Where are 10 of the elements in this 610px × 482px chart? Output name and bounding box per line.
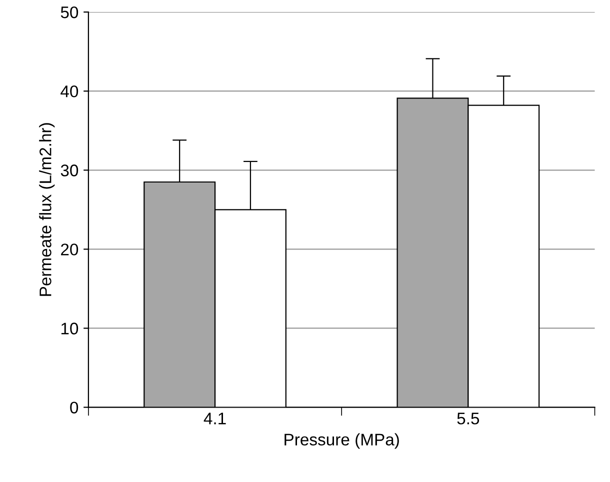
y-tick-label: 50 <box>60 6 78 18</box>
y-axis-title: Permeate flux (L/m2.hr) <box>39 123 55 296</box>
x-tick-label: 5.5 <box>457 412 480 424</box>
y-tick-label: 10 <box>61 322 78 334</box>
y-tick-label: 40 <box>60 86 78 98</box>
y-tick-label: 0 <box>70 402 78 414</box>
y-tick-label: 20 <box>61 244 78 256</box>
y-tick-label: 30 <box>60 164 78 176</box>
x-tick-label: 4.1 <box>204 412 226 424</box>
x-axis-title: Pressure (MPa) <box>284 433 399 449</box>
